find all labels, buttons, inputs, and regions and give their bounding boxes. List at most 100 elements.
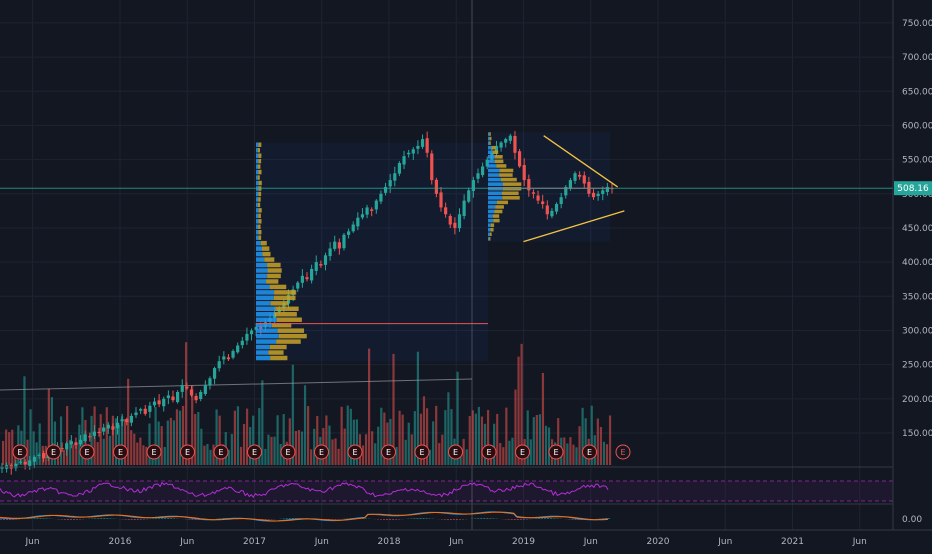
candle-body — [111, 426, 114, 429]
candle-body — [296, 283, 299, 289]
macd-hist-bar — [140, 519, 142, 520]
profile-row-gold — [493, 219, 499, 223]
volume-bar — [572, 445, 574, 465]
macd-hist-bar — [103, 518, 105, 519]
candle-body — [19, 462, 22, 463]
profile-row-gold — [493, 214, 499, 218]
volume-bar — [8, 432, 10, 465]
earnings-marker: E — [114, 445, 128, 459]
profile-row-blue — [488, 223, 491, 227]
volume-bar — [2, 441, 4, 465]
candle-body — [190, 389, 193, 395]
volume-bar — [505, 408, 507, 465]
volume-bar — [243, 424, 245, 465]
candle-body — [504, 139, 507, 143]
candle-body — [467, 190, 470, 201]
price-tick-label: 250.00 — [902, 361, 932, 371]
volume-bar — [481, 417, 483, 465]
candle-body — [407, 153, 410, 155]
volume-bar — [103, 439, 105, 465]
profile-row-blue — [256, 230, 258, 234]
macd-hist-bar — [389, 519, 391, 520]
profile-row-gold — [274, 296, 296, 300]
volume-bar — [502, 447, 504, 465]
profile-row-blue — [488, 155, 495, 159]
profile-row-blue — [488, 182, 503, 186]
earnings-marker: E — [147, 445, 161, 459]
volume-bar — [338, 449, 340, 465]
volume-bar — [161, 426, 163, 465]
macd-hist-bar — [91, 518, 93, 519]
candle-body — [222, 356, 225, 359]
profile-row-blue — [488, 160, 495, 164]
candle-body — [301, 276, 304, 283]
macd-hist-bar — [192, 519, 194, 520]
earnings-marker: E — [449, 445, 463, 459]
candle-body — [541, 201, 544, 204]
earnings-marker: E — [13, 445, 27, 459]
price-tick-label: 200.00 — [902, 395, 932, 405]
macd-axis-label: 0.00 — [902, 515, 922, 525]
macd-hist-bar — [398, 519, 400, 520]
candle-body — [472, 180, 475, 191]
macd-hist-bar — [462, 519, 464, 520]
profile-row-gold — [502, 191, 519, 195]
volume-bar — [310, 449, 312, 465]
volume-bar — [371, 431, 373, 465]
macd-hist-bar — [286, 518, 288, 519]
volume-bar — [414, 411, 416, 465]
candle-body — [42, 453, 45, 458]
volume-bar — [273, 437, 275, 465]
profile-row-gold — [279, 334, 307, 338]
profile-row-gold — [270, 285, 287, 289]
profile-row-blue — [256, 279, 266, 283]
macd-hist-bar — [483, 518, 485, 519]
macd-hist-bar — [161, 518, 163, 519]
profile-row-blue — [256, 274, 267, 278]
volume-bar — [466, 449, 468, 465]
volume-bar — [106, 407, 108, 465]
profile-row-gold — [491, 146, 495, 150]
macd-hist-bar — [271, 519, 273, 520]
candle-body — [218, 361, 221, 368]
macd-hist-bar — [94, 518, 96, 519]
candle-body — [550, 211, 553, 216]
profile-row-blue — [256, 153, 258, 157]
macd-hist-bar — [380, 519, 382, 520]
volume-bar — [380, 408, 382, 465]
profile-row-gold — [491, 223, 494, 227]
volume-bar — [72, 445, 74, 465]
macd-hist-bar — [125, 519, 127, 520]
candle-body — [144, 409, 147, 414]
volume-bar — [469, 416, 471, 465]
profile-row-blue — [256, 350, 268, 354]
profile-row-blue — [488, 233, 490, 237]
candle-body — [412, 149, 415, 153]
time-tick-label: 2020 — [647, 537, 670, 547]
earnings-marker: E — [47, 445, 61, 459]
profile-row-blue — [256, 312, 274, 316]
profile-row-gold — [267, 263, 281, 267]
candle-body — [546, 205, 549, 214]
candle-body — [356, 218, 359, 227]
candle-body — [518, 151, 521, 166]
candle-body — [116, 423, 119, 428]
candle-body — [208, 378, 211, 385]
earnings-letter: E — [520, 448, 525, 457]
volume-bar — [542, 373, 544, 465]
macd-hist-bar — [505, 519, 507, 520]
volume-bar — [365, 434, 367, 465]
candle-body — [213, 368, 216, 379]
macd-hist-bar — [523, 519, 525, 520]
candle-body — [365, 207, 368, 214]
volume-bar — [582, 408, 584, 465]
volume-bar — [395, 447, 397, 465]
macd-hist-bar — [61, 519, 63, 520]
volume-bar — [167, 421, 169, 465]
time-tick-label: Jun — [583, 537, 598, 547]
profile-row-blue — [256, 197, 258, 201]
macd-hist-bar — [3, 519, 5, 520]
volume-bar — [109, 436, 111, 465]
